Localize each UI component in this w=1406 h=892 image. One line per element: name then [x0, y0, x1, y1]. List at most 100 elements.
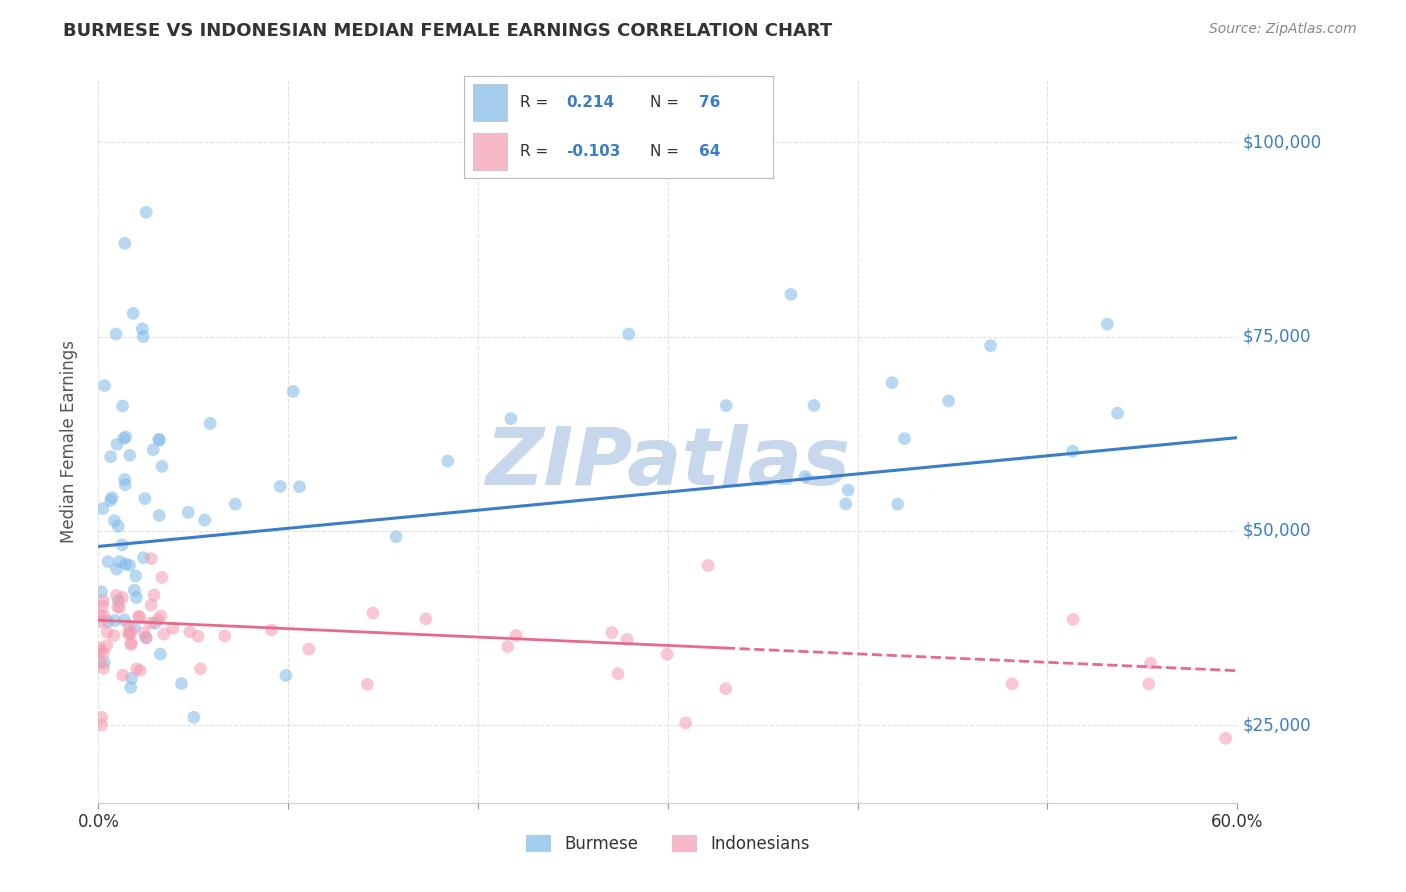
Point [834, 497, 856, 511]
Point [150, 570, 173, 584]
Point [170, 676, 193, 690]
Point [93, 594, 115, 608]
Point [124, 583, 146, 598]
Point [1137, 677, 1160, 691]
Point [886, 497, 908, 511]
Point [505, 629, 527, 643]
Point [179, 624, 201, 639]
Point [111, 538, 134, 552]
Point [880, 376, 903, 390]
Point [93, 646, 115, 660]
Point [131, 322, 153, 336]
Point [288, 480, 311, 494]
Point [1062, 612, 1084, 626]
Point [780, 287, 803, 301]
Point [125, 591, 148, 605]
Point [121, 671, 143, 685]
Text: Source: ZipAtlas.com: Source: ZipAtlas.com [1209, 22, 1357, 37]
Point [385, 530, 408, 544]
Point [269, 479, 291, 493]
Point [89, 656, 111, 670]
Point [657, 647, 679, 661]
Point [194, 513, 217, 527]
Point [125, 569, 148, 583]
Point [274, 668, 297, 682]
Point [105, 327, 128, 342]
Point [1097, 317, 1119, 331]
Point [96, 625, 118, 640]
Point [148, 432, 170, 446]
Point [283, 384, 305, 399]
Point [499, 411, 522, 425]
Point [617, 327, 640, 342]
Point [120, 637, 142, 651]
Point [1001, 677, 1024, 691]
Point [111, 668, 134, 682]
Point [132, 329, 155, 343]
Text: BURMESE VS INDONESIAN MEDIAN FEMALE EARNINGS CORRELATION CHART: BURMESE VS INDONESIAN MEDIAN FEMALE EARN… [63, 22, 832, 40]
Point [150, 459, 173, 474]
Text: $75,000: $75,000 [1243, 327, 1312, 346]
Point [149, 433, 172, 447]
Point [120, 624, 142, 639]
Point [162, 621, 184, 635]
Point [114, 613, 136, 627]
Point [111, 399, 134, 413]
Point [938, 393, 960, 408]
Point [90, 584, 112, 599]
Point [107, 600, 129, 615]
Point [90, 718, 112, 732]
Point [108, 554, 131, 568]
Point [496, 640, 519, 654]
Point [697, 558, 720, 573]
Point [114, 477, 136, 491]
Point [135, 631, 157, 645]
Point [187, 629, 209, 643]
Point [198, 417, 221, 431]
Point [125, 662, 148, 676]
Point [298, 642, 321, 657]
Point [143, 588, 166, 602]
Point [105, 437, 128, 451]
Point [100, 493, 122, 508]
Point [1062, 444, 1084, 458]
Point [149, 647, 172, 661]
Bar [474, 84, 508, 121]
Text: $50,000: $50,000 [1243, 522, 1312, 540]
Point [803, 399, 825, 413]
Point [183, 710, 205, 724]
Legend: Burmese, Indonesians: Burmese, Indonesians [519, 828, 817, 860]
Point [107, 519, 129, 533]
Point [111, 591, 134, 605]
Point [118, 618, 141, 632]
Point [93, 608, 115, 623]
Point [356, 677, 378, 691]
Text: 76: 76 [699, 95, 720, 110]
Point [135, 205, 157, 219]
Point [893, 432, 915, 446]
Point [134, 491, 156, 506]
Point [143, 616, 166, 631]
Text: N =: N = [650, 95, 683, 110]
Point [794, 469, 817, 483]
Point [129, 664, 152, 678]
Point [105, 588, 128, 602]
Point [103, 629, 125, 643]
Point [91, 599, 114, 613]
Point [436, 454, 458, 468]
Point [600, 625, 623, 640]
Point [118, 448, 141, 462]
Point [153, 627, 176, 641]
Point [146, 613, 169, 627]
Point [837, 483, 859, 497]
Text: $100,000: $100,000 [1243, 134, 1322, 152]
Point [114, 236, 136, 251]
Bar [474, 133, 508, 170]
Point [132, 550, 155, 565]
Point [714, 399, 737, 413]
Point [260, 623, 283, 637]
Point [1139, 656, 1161, 670]
Point [89, 644, 111, 658]
Point [93, 661, 115, 675]
Point [1107, 406, 1129, 420]
